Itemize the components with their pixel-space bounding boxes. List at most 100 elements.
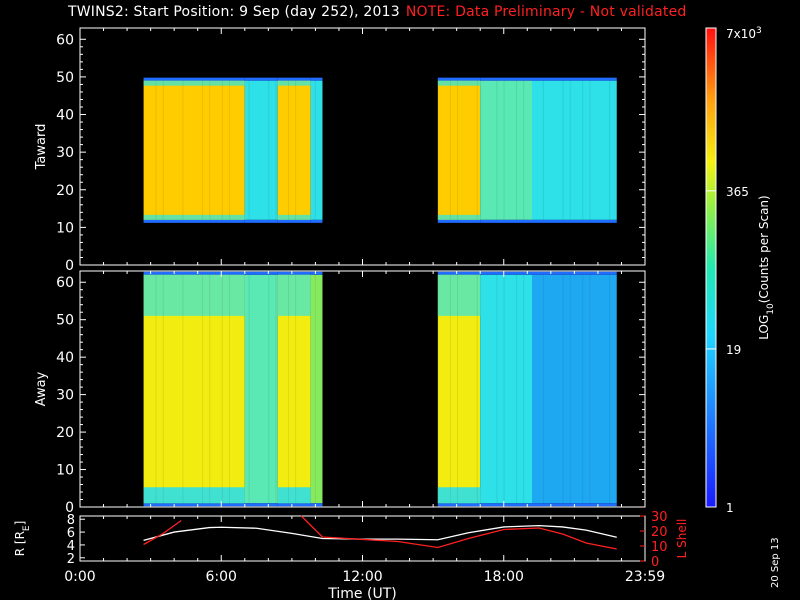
lshell-line-1 — [300, 515, 617, 550]
colorbar-tick-label: 1 — [726, 501, 734, 515]
heat-segment-3 — [310, 80, 323, 220]
orbit-ytick-label: 6 — [67, 526, 75, 541]
heat-edge-bottom — [277, 219, 311, 223]
ytick-label: 60 — [56, 275, 74, 291]
ytick-label: 20 — [56, 425, 74, 441]
heat-fringe-bottom — [277, 214, 311, 220]
xtick-label: 6:00 — [206, 569, 237, 585]
colorbar-gradient — [705, 27, 717, 508]
ytick-label: 60 — [56, 32, 74, 48]
figure-title: TWINS2: Start Position: 9 Sep (day 252),… — [68, 4, 686, 20]
heat-segment-5 — [480, 274, 532, 504]
colorbar-tick-label: 365 — [726, 185, 749, 199]
heat-edge-bottom — [310, 219, 323, 223]
heat-edge-bottom — [532, 219, 617, 223]
heat-fringe-top — [437, 274, 481, 316]
ytick-label: 40 — [56, 350, 74, 366]
orbit-ytick-right-label: 30 — [651, 510, 668, 525]
heat-segment-2 — [277, 80, 311, 220]
ytick-label: 30 — [56, 145, 74, 161]
away-panel: 0 10 20 30 40 50 60 Away — [34, 270, 646, 516]
xaxis-label: Time (UT) — [327, 586, 396, 600]
orbit-ytick-label: 8 — [67, 513, 75, 528]
colorbar: 1 19 365 7x103 LOG10(Counts per Scan) — [705, 26, 776, 515]
heat-fringe-top — [143, 80, 245, 86]
heat-edge-bottom — [277, 503, 311, 507]
heat-fringe-bottom — [277, 487, 311, 504]
heat-edge-top — [480, 77, 532, 81]
heat-segment-6 — [532, 274, 617, 504]
orbit-ytick-label: 4 — [67, 539, 75, 554]
heat-segment-4 — [437, 80, 481, 220]
heat-edge-top — [244, 271, 278, 275]
heat-edge-bottom — [143, 219, 245, 223]
heat-segment-0 — [143, 80, 245, 220]
heat-edge-top — [244, 77, 278, 81]
orbit-ylabel-right: L Shell — [675, 519, 689, 559]
ytick-label: 10 — [56, 463, 74, 479]
ytick-label: 0 — [65, 258, 74, 274]
heat-edge-top — [437, 271, 481, 275]
ytick-label: 50 — [56, 313, 74, 329]
heat-segment-1 — [244, 80, 278, 220]
heat-fringe-bottom — [437, 487, 481, 504]
orbit-ylabel: R [RE] — [13, 521, 32, 557]
heat-edge-top — [143, 77, 245, 81]
heat-segment-3 — [310, 274, 323, 504]
colorbar-tick-label: 19 — [726, 343, 741, 357]
heat-fringe-bottom — [143, 487, 245, 504]
heat-edge-bottom — [480, 503, 532, 507]
heat-edge-top — [310, 77, 323, 81]
heat-edge-top — [310, 271, 323, 275]
heat-fringe-top — [437, 80, 481, 86]
heat-fringe-bottom — [143, 214, 245, 220]
ytick-label: 30 — [56, 388, 74, 404]
r-distance-line — [143, 524, 617, 542]
heat-segment-1 — [244, 274, 278, 504]
heat-fringe-top — [277, 274, 311, 316]
xtick-label: 18:00 — [484, 569, 524, 585]
colorbar-tick-label: 7x103 — [726, 26, 762, 41]
heat-segment-5 — [480, 80, 532, 220]
colorbar-label: LOG10(Counts per Scan) — [757, 195, 776, 339]
heat-edge-top — [532, 77, 617, 81]
heat-edge-bottom — [480, 219, 532, 223]
heat-edge-top — [277, 271, 311, 275]
heat-fringe-top — [277, 80, 311, 86]
ytick-label: 50 — [56, 70, 74, 86]
panel-ylabel: Away — [34, 371, 49, 406]
ytick-label: 40 — [56, 108, 74, 124]
heat-edge-top — [437, 77, 481, 81]
heat-edge-bottom — [143, 503, 245, 507]
heat-fringe-top — [143, 274, 245, 316]
panel-ylabel: Taward — [34, 124, 49, 171]
orbit-ytick-right-label: 20 — [651, 525, 668, 540]
heat-edge-bottom — [244, 219, 278, 223]
heat-edge-top — [480, 271, 532, 275]
orbit-ytick-right-label: 0 — [651, 555, 659, 570]
heat-edge-bottom — [244, 503, 278, 507]
heat-edge-bottom — [437, 219, 481, 223]
ytick-label: 10 — [56, 220, 74, 236]
orbit-ytick-right-label: 10 — [651, 540, 668, 555]
preliminary-note: NOTE: Data Preliminary - Not validated — [405, 4, 687, 20]
lshell-line-0 — [143, 519, 182, 546]
xtick-label: 23:59 — [625, 569, 665, 585]
toward-panel: 0 10 20 30 40 50 60 Taward — [34, 27, 646, 274]
heat-fringe-bottom — [437, 214, 481, 220]
date-stamp: 20 Sep 13 — [770, 537, 781, 588]
ytick-label: 20 — [56, 183, 74, 199]
heat-segment-6 — [532, 80, 617, 220]
heat-edge-top — [143, 271, 245, 275]
heat-edge-bottom — [310, 503, 323, 507]
xtick-label: 12:00 — [342, 569, 382, 585]
heat-edge-bottom — [437, 503, 481, 507]
ytick-label: 0 — [65, 500, 74, 516]
title-text: TWINS2: Start Position: 9 Sep (day 252),… — [68, 4, 400, 20]
heat-edge-top — [277, 77, 311, 81]
xtick-label: 0:00 — [64, 569, 95, 585]
orbit-ytick-label: 2 — [67, 552, 75, 567]
